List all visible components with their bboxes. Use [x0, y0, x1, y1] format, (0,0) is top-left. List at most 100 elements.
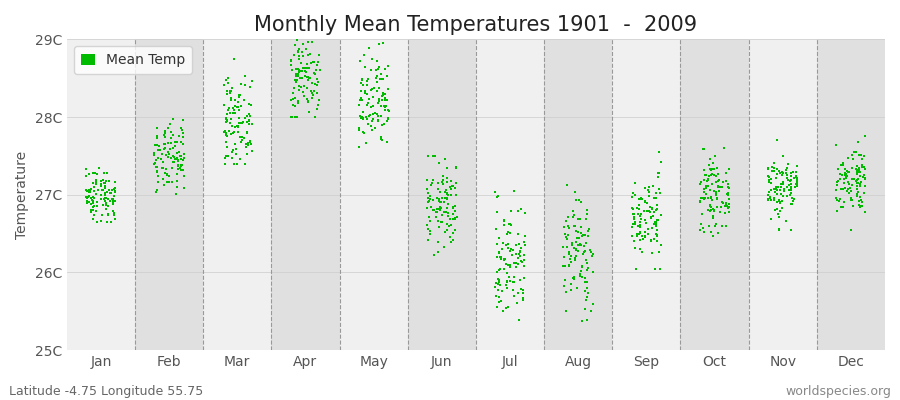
- Point: [764, 176, 778, 182]
- Point: [562, 262, 576, 268]
- Point: [158, 144, 173, 151]
- Point: [287, 102, 302, 109]
- Point: [169, 191, 184, 197]
- Point: [518, 256, 532, 263]
- Point: [504, 222, 518, 228]
- Point: [238, 135, 252, 141]
- Point: [308, 114, 322, 120]
- Point: [500, 270, 514, 277]
- Point: [586, 301, 600, 308]
- Point: [242, 111, 256, 117]
- Point: [722, 208, 736, 215]
- Point: [567, 223, 581, 229]
- Point: [777, 186, 791, 192]
- Point: [561, 232, 575, 239]
- Point: [309, 27, 323, 34]
- Point: [781, 160, 796, 167]
- Point: [842, 168, 856, 175]
- Point: [86, 180, 100, 186]
- Point: [373, 98, 387, 104]
- Point: [644, 214, 659, 221]
- Point: [448, 185, 463, 191]
- Point: [710, 183, 724, 190]
- Point: [704, 229, 718, 236]
- Point: [652, 170, 666, 176]
- Point: [767, 160, 781, 166]
- Point: [98, 195, 112, 201]
- Point: [239, 151, 254, 158]
- Point: [238, 114, 252, 121]
- Point: [652, 170, 666, 176]
- Point: [310, 90, 325, 96]
- Point: [832, 176, 847, 182]
- Point: [497, 256, 511, 263]
- Point: [833, 196, 848, 202]
- Point: [381, 115, 395, 122]
- Point: [219, 139, 233, 145]
- Point: [94, 218, 108, 225]
- Point: [157, 182, 171, 189]
- Point: [99, 189, 113, 195]
- Point: [857, 152, 871, 159]
- Point: [773, 184, 788, 190]
- Point: [148, 157, 163, 163]
- Point: [700, 176, 715, 182]
- Point: [431, 224, 446, 230]
- Point: [290, 36, 304, 42]
- Point: [449, 164, 464, 170]
- Point: [149, 135, 164, 141]
- Point: [239, 113, 254, 120]
- Point: [372, 64, 386, 70]
- Point: [705, 166, 719, 173]
- Point: [432, 198, 446, 204]
- Point: [423, 218, 437, 224]
- Point: [219, 119, 233, 126]
- Point: [503, 221, 517, 227]
- Point: [171, 166, 185, 172]
- Point: [779, 164, 794, 171]
- Bar: [612, 39, 680, 350]
- Point: [352, 102, 366, 108]
- Point: [107, 198, 122, 204]
- Point: [365, 94, 380, 100]
- Point: [500, 278, 514, 284]
- Point: [650, 216, 664, 223]
- Point: [831, 166, 845, 172]
- Point: [105, 197, 120, 203]
- Point: [438, 195, 453, 202]
- Point: [704, 193, 718, 200]
- Point: [856, 173, 870, 180]
- Point: [79, 166, 94, 172]
- Point: [228, 141, 242, 147]
- Point: [564, 287, 579, 293]
- Point: [310, 102, 325, 108]
- Point: [241, 101, 256, 108]
- Point: [435, 212, 449, 218]
- Point: [514, 206, 528, 212]
- Point: [291, 73, 305, 80]
- Point: [294, 48, 309, 55]
- Point: [722, 204, 736, 211]
- Point: [841, 186, 855, 192]
- Point: [648, 219, 662, 225]
- Point: [850, 176, 865, 182]
- Point: [712, 176, 726, 183]
- Point: [300, 85, 314, 91]
- Point: [559, 233, 573, 240]
- Point: [436, 176, 450, 183]
- Point: [491, 235, 506, 242]
- Point: [370, 58, 384, 64]
- Point: [176, 167, 190, 174]
- Point: [374, 136, 389, 142]
- Point: [220, 152, 235, 159]
- Point: [563, 252, 578, 259]
- Point: [853, 173, 868, 180]
- Point: [558, 277, 572, 284]
- Point: [220, 117, 234, 123]
- Point: [719, 203, 733, 209]
- Point: [104, 198, 118, 204]
- Point: [858, 133, 872, 140]
- Point: [419, 186, 434, 193]
- Point: [231, 98, 246, 105]
- Point: [227, 56, 241, 62]
